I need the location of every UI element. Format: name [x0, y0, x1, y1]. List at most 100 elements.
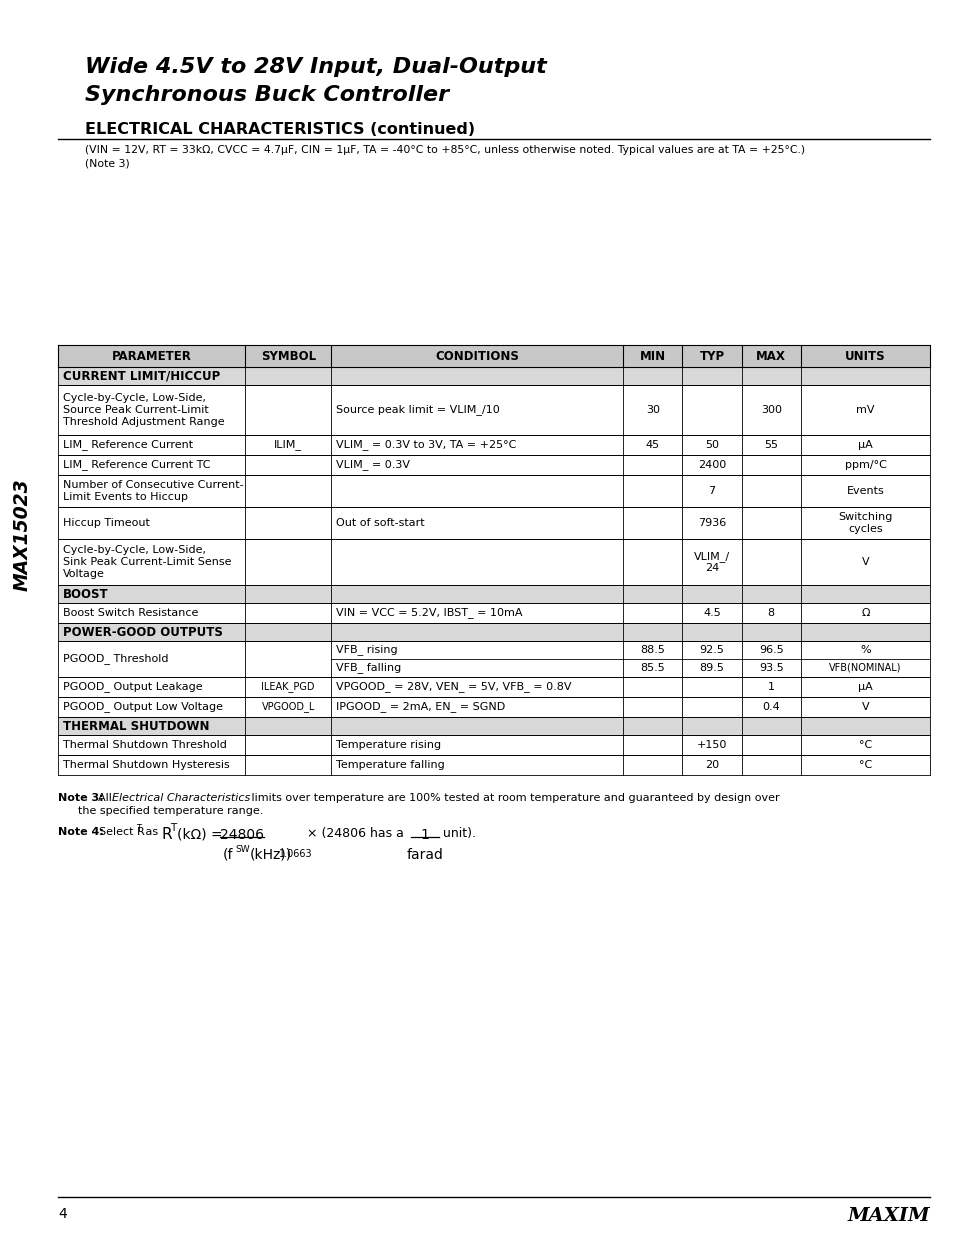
Text: %: %	[860, 645, 870, 655]
Text: 1: 1	[767, 682, 774, 692]
Text: µA: µA	[857, 440, 872, 450]
Text: VLIM_/
24: VLIM_/ 24	[693, 551, 729, 573]
Text: 96.5: 96.5	[759, 645, 782, 655]
Text: × (24806 has a: × (24806 has a	[307, 827, 403, 840]
Text: VLIM_ = 0.3V: VLIM_ = 0.3V	[335, 459, 410, 471]
Text: Wide 4.5V to 28V Input, Dual-Output: Wide 4.5V to 28V Input, Dual-Output	[85, 57, 546, 77]
Text: ppm/°C: ppm/°C	[843, 459, 885, 471]
Text: 85.5: 85.5	[639, 663, 664, 673]
Text: ILEAK_PGD: ILEAK_PGD	[261, 682, 314, 693]
Text: IPGOOD_ = 2mA, EN_ = SGND: IPGOOD_ = 2mA, EN_ = SGND	[335, 701, 505, 713]
Text: PGOOD_ Threshold: PGOOD_ Threshold	[63, 653, 169, 664]
Text: farad: farad	[406, 848, 443, 862]
Text: 88.5: 88.5	[639, 645, 664, 655]
Text: the specified temperature range.: the specified temperature range.	[78, 806, 263, 816]
Text: Out of soft-start: Out of soft-start	[335, 517, 424, 529]
Text: PGOOD_ Output Low Voltage: PGOOD_ Output Low Voltage	[63, 701, 223, 713]
Text: limits over temperature are 100% tested at room temperature and guaranteed by de: limits over temperature are 100% tested …	[248, 793, 779, 803]
Text: 7: 7	[708, 487, 715, 496]
Text: Temperature rising: Temperature rising	[335, 740, 440, 750]
Text: ILIM_: ILIM_	[274, 440, 302, 451]
Text: PARAMETER: PARAMETER	[112, 350, 192, 363]
Text: V: V	[861, 557, 868, 567]
Text: (kΩ) =: (kΩ) =	[177, 827, 222, 841]
Text: 0.4: 0.4	[761, 701, 780, 713]
Text: 1: 1	[420, 827, 429, 842]
Text: 93.5: 93.5	[759, 663, 782, 673]
Text: Boost Switch Resistance: Boost Switch Resistance	[63, 608, 198, 618]
Text: Thermal Shutdown Hysteresis: Thermal Shutdown Hysteresis	[63, 760, 230, 769]
Text: MAX15023: MAX15023	[12, 479, 31, 592]
Text: °C: °C	[858, 760, 871, 769]
Text: 8: 8	[767, 608, 774, 618]
Text: 7936: 7936	[698, 517, 725, 529]
Text: T: T	[136, 824, 141, 832]
Text: 4: 4	[58, 1207, 67, 1221]
Text: Cycle-by-Cycle, Low-Side,
Sink Peak Current-Limit Sense
Voltage: Cycle-by-Cycle, Low-Side, Sink Peak Curr…	[63, 546, 232, 579]
Text: Events: Events	[845, 487, 883, 496]
Bar	[58, 585, 929, 603]
Text: VIN = VCC = 5.2V, IBST_ = 10mA: VIN = VCC = 5.2V, IBST_ = 10mA	[335, 608, 522, 619]
Text: 45: 45	[645, 440, 659, 450]
Text: Electrical Characteristics: Electrical Characteristics	[112, 793, 250, 803]
Text: Synchronous Buck Controller: Synchronous Buck Controller	[85, 85, 449, 105]
Text: 55: 55	[763, 440, 778, 450]
Text: (VIN = 12V, RT = 33kΩ, CVCC = 4.7µF, CIN = 1µF, TA = -40°C to +85°C, unless othe: (VIN = 12V, RT = 33kΩ, CVCC = 4.7µF, CIN…	[85, 144, 804, 156]
Bar	[58, 345, 929, 367]
Text: V: V	[861, 701, 868, 713]
Text: 50: 50	[704, 440, 719, 450]
Text: 92.5: 92.5	[699, 645, 723, 655]
Text: POWER-GOOD OUTPUTS: POWER-GOOD OUTPUTS	[63, 625, 223, 638]
Text: 1.0663: 1.0663	[278, 848, 313, 860]
Text: 24806: 24806	[220, 827, 264, 842]
Text: CURRENT LIMIT/HICCUP: CURRENT LIMIT/HICCUP	[63, 369, 220, 383]
Text: VPGOOD_ = 28V, VEN_ = 5V, VFB_ = 0.8V: VPGOOD_ = 28V, VEN_ = 5V, VFB_ = 0.8V	[335, 682, 571, 693]
Text: as: as	[142, 827, 158, 837]
Text: 4.5: 4.5	[702, 608, 720, 618]
Text: Switching
cycles: Switching cycles	[838, 513, 892, 534]
Text: Cycle-by-Cycle, Low-Side,
Source Peak Current-Limit
Threshold Adjustment Range: Cycle-by-Cycle, Low-Side, Source Peak Cu…	[63, 394, 224, 426]
Text: (kHz)): (kHz))	[250, 848, 292, 862]
Text: SW: SW	[234, 845, 250, 853]
Text: Ω: Ω	[861, 608, 869, 618]
Text: 20: 20	[704, 760, 719, 769]
Text: All: All	[98, 793, 115, 803]
Text: ELECTRICAL CHARACTERISTICS (continued): ELECTRICAL CHARACTERISTICS (continued)	[85, 122, 475, 137]
Text: 2400: 2400	[698, 459, 725, 471]
Text: MIN: MIN	[639, 350, 665, 363]
Text: mV: mV	[856, 405, 874, 415]
Text: Note 4:: Note 4:	[58, 827, 104, 837]
Text: MAXIM: MAXIM	[846, 1207, 929, 1225]
Text: T: T	[170, 823, 176, 832]
Text: Temperature falling: Temperature falling	[335, 760, 444, 769]
Text: LIM_ Reference Current: LIM_ Reference Current	[63, 440, 193, 451]
Text: +150: +150	[696, 740, 726, 750]
Text: 89.5: 89.5	[699, 663, 723, 673]
Text: BOOST: BOOST	[63, 588, 109, 600]
Text: SYMBOL: SYMBOL	[260, 350, 315, 363]
Text: Number of Consecutive Current-
Limit Events to Hiccup: Number of Consecutive Current- Limit Eve…	[63, 480, 243, 501]
Text: Select R: Select R	[99, 827, 145, 837]
Text: CONDITIONS: CONDITIONS	[435, 350, 518, 363]
Bar	[58, 622, 929, 641]
Text: (f: (f	[223, 848, 233, 862]
Bar	[58, 367, 929, 385]
Text: unit).: unit).	[442, 827, 476, 840]
Text: LIM_ Reference Current TC: LIM_ Reference Current TC	[63, 459, 211, 471]
Text: R: R	[162, 827, 172, 842]
Text: Hiccup Timeout: Hiccup Timeout	[63, 517, 150, 529]
Text: 300: 300	[760, 405, 781, 415]
Text: THERMAL SHUTDOWN: THERMAL SHUTDOWN	[63, 720, 210, 732]
Text: Thermal Shutdown Threshold: Thermal Shutdown Threshold	[63, 740, 227, 750]
Text: VFB_ rising: VFB_ rising	[335, 645, 397, 656]
Text: 30: 30	[645, 405, 659, 415]
Bar	[58, 718, 929, 735]
Text: Source peak limit = VLIM_/10: Source peak limit = VLIM_/10	[335, 405, 499, 415]
Text: UNITS: UNITS	[844, 350, 884, 363]
Text: (Note 3): (Note 3)	[85, 159, 130, 169]
Text: MAX: MAX	[756, 350, 785, 363]
Text: Note 3:: Note 3:	[58, 793, 104, 803]
Text: VPGOOD_L: VPGOOD_L	[261, 701, 314, 713]
Text: µA: µA	[857, 682, 872, 692]
Text: TYP: TYP	[699, 350, 723, 363]
